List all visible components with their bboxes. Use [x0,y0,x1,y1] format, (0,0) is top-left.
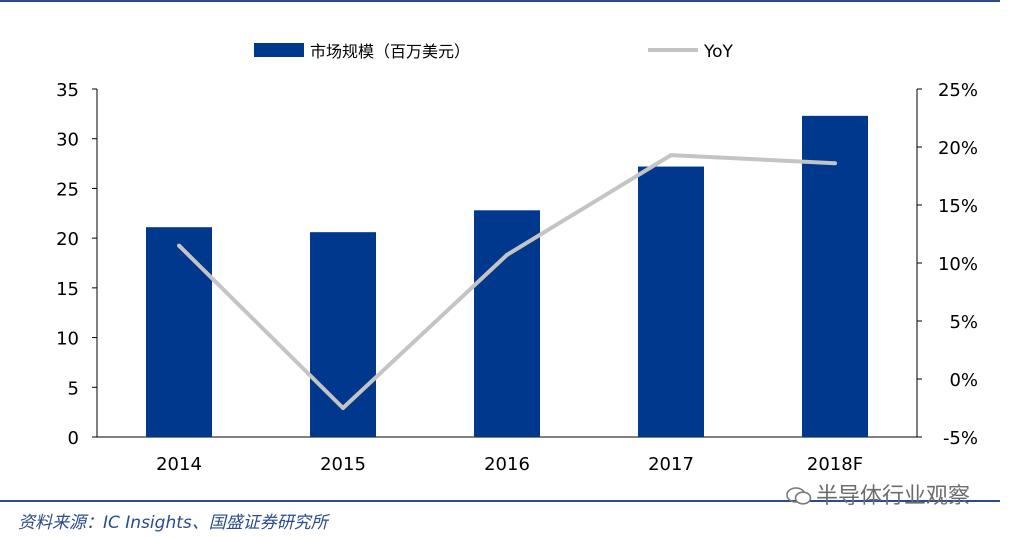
legend-bar-swatch [254,43,304,57]
yoy-point [669,153,673,158]
y-left-tick-label: 0 [68,428,79,449]
legend-line-label: YoY [703,42,734,62]
yoy-point [177,243,181,248]
bar [474,210,540,437]
legend-bar-label: 市场规模（百万美元） [310,42,470,61]
bar [310,232,376,437]
y-right-tick-label: -5% [943,428,978,449]
yoy-point [833,161,837,166]
x-tick-label: 2017 [648,454,694,475]
y-left-tick-label: 10 [56,329,79,350]
y-right-tick-label: 25% [938,80,978,101]
y-left-tick-label: 35 [56,80,79,101]
y-left-tick-label: 20 [56,229,79,250]
y-right-tick-label: 5% [949,312,978,333]
x-axis-labels: 2014 2015 2016 2017 2018F [156,454,863,475]
y-right-tick-label: 10% [938,254,978,275]
top-rule [0,0,1000,2]
y-right-tick-label: 0% [949,370,978,391]
y-left-tick-label: 25 [56,179,79,200]
watermark: 半导体行业观察 [786,478,970,510]
y-left-tick-label: 30 [56,130,79,151]
x-tick-label: 2014 [156,454,202,475]
y-right-tick-label: 15% [938,196,978,217]
y-left-tick-label: 5 [68,378,79,399]
yoy-line [177,153,837,410]
source-note: 资料来源：IC Insights、国盛证券研究所 [18,513,328,533]
bars [146,115,868,438]
combo-chart: 市场规模（百万美元） YoY 0 5 10 15 20 25 30 35 -5% 0% 5% 10% 1… [56,42,978,475]
yoy-point [505,252,509,257]
x-tick-label: 2016 [484,454,530,475]
bar [802,115,868,438]
bottom-rule [0,500,1000,502]
x-tick-label: 2015 [320,454,366,475]
wechat-icon [786,487,812,505]
x-tick-label: 2018F [807,454,863,475]
axes: 0 5 10 15 20 25 30 35 -5% 0% 5% 10% 15% 20% 25% [56,80,978,449]
y-left-tick-label: 15 [56,279,79,300]
bar [146,227,212,437]
bar [638,166,704,437]
legend: 市场规模（百万美元） YoY [254,42,734,62]
watermark-text: 半导体行业观察 [816,484,971,509]
yoy-point [341,406,345,410]
y-right-tick-label: 20% [938,138,978,159]
